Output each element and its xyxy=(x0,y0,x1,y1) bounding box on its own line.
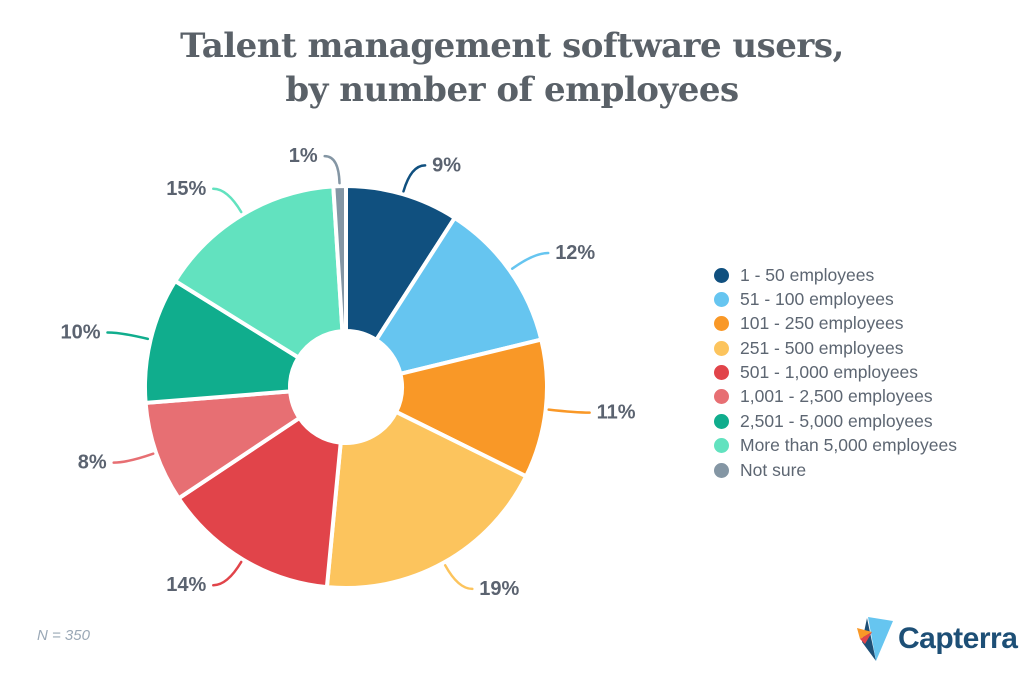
legend-swatch-icon xyxy=(714,316,729,332)
slice-leader-line xyxy=(510,251,550,270)
capterra-logo-icon xyxy=(857,617,893,661)
legend-item: 51 - 100 employees xyxy=(714,288,957,309)
pie-slice xyxy=(394,337,549,479)
legend-swatch-icon xyxy=(714,462,729,478)
legend-swatch-icon xyxy=(714,389,729,405)
legend-label: 251 - 500 employees xyxy=(740,337,904,358)
page-title-line1: Talent management software users, xyxy=(180,26,844,66)
slice-leader-line xyxy=(106,331,150,341)
capterra-logo-text: Capterra xyxy=(898,622,1018,655)
slice-percent-label: 9% xyxy=(432,154,461,176)
pie-slice xyxy=(331,183,348,334)
pie-slice xyxy=(176,416,343,590)
capterra-logo: Capterra xyxy=(856,616,1018,662)
legend-label: 1 - 50 employees xyxy=(740,264,875,285)
legend-swatch-icon xyxy=(714,340,729,356)
slice-leader-line xyxy=(443,564,474,591)
legend: 1 - 50 employees 51 - 100 employees 101 - … xyxy=(714,264,957,480)
legend-item: 251 - 500 employees xyxy=(714,337,957,358)
legend-swatch-icon xyxy=(714,291,729,307)
pie-slice xyxy=(173,184,345,360)
legend-label: 1,001 - 2,500 employees xyxy=(740,386,933,407)
legend-item: 1,001 - 2,500 employees xyxy=(714,386,957,407)
legend-item: More than 5,000 employees xyxy=(714,435,957,456)
pie-slice xyxy=(374,215,544,376)
pie-slice xyxy=(143,279,301,405)
slice-leader-line xyxy=(323,154,341,185)
slice-percent-label: 8% xyxy=(78,452,107,474)
legend-swatch-icon xyxy=(714,413,729,429)
pie-slice xyxy=(324,409,529,590)
page-title: Talent management software users, by num… xyxy=(0,24,1024,112)
page-title-line2: by number of employees xyxy=(285,70,739,110)
legend-label: More than 5,000 employees xyxy=(740,435,957,456)
slice-percent-label: 19% xyxy=(479,578,519,600)
slice-leader-line xyxy=(212,187,243,214)
slice-leader-line xyxy=(112,452,155,464)
slice-leader-line xyxy=(212,560,243,587)
slice-percent-label: 14% xyxy=(166,574,206,596)
legend-swatch-icon xyxy=(714,365,729,381)
legend-item: 501 - 1,000 employees xyxy=(714,362,957,383)
legend-label: 2,501 - 5,000 employees xyxy=(740,410,933,431)
legend-label: 101 - 250 employees xyxy=(740,313,904,334)
slice-leader-line xyxy=(402,164,427,193)
legend-label: 51 - 100 employees xyxy=(740,288,894,309)
slice-percent-label: 1% xyxy=(289,145,318,167)
slice-leader-line xyxy=(547,408,591,414)
slice-percent-label: 15% xyxy=(166,178,206,200)
legend-item: Not sure xyxy=(714,459,957,480)
legend-item: 1 - 50 employees xyxy=(714,264,957,285)
legend-swatch-icon xyxy=(714,438,729,454)
sample-size-note: N = 350 xyxy=(37,627,90,644)
slice-percent-label: 11% xyxy=(597,402,636,424)
slice-percent-label: 10% xyxy=(60,322,100,344)
legend-item: 101 - 250 employees xyxy=(714,313,957,334)
legend-label: 501 - 1,000 employees xyxy=(740,362,919,383)
slice-percent-label: 12% xyxy=(555,242,595,264)
legend-label: Not sure xyxy=(740,459,807,480)
legend-swatch-icon xyxy=(714,267,729,283)
legend-item: 2,501 - 5,000 employees xyxy=(714,410,957,431)
